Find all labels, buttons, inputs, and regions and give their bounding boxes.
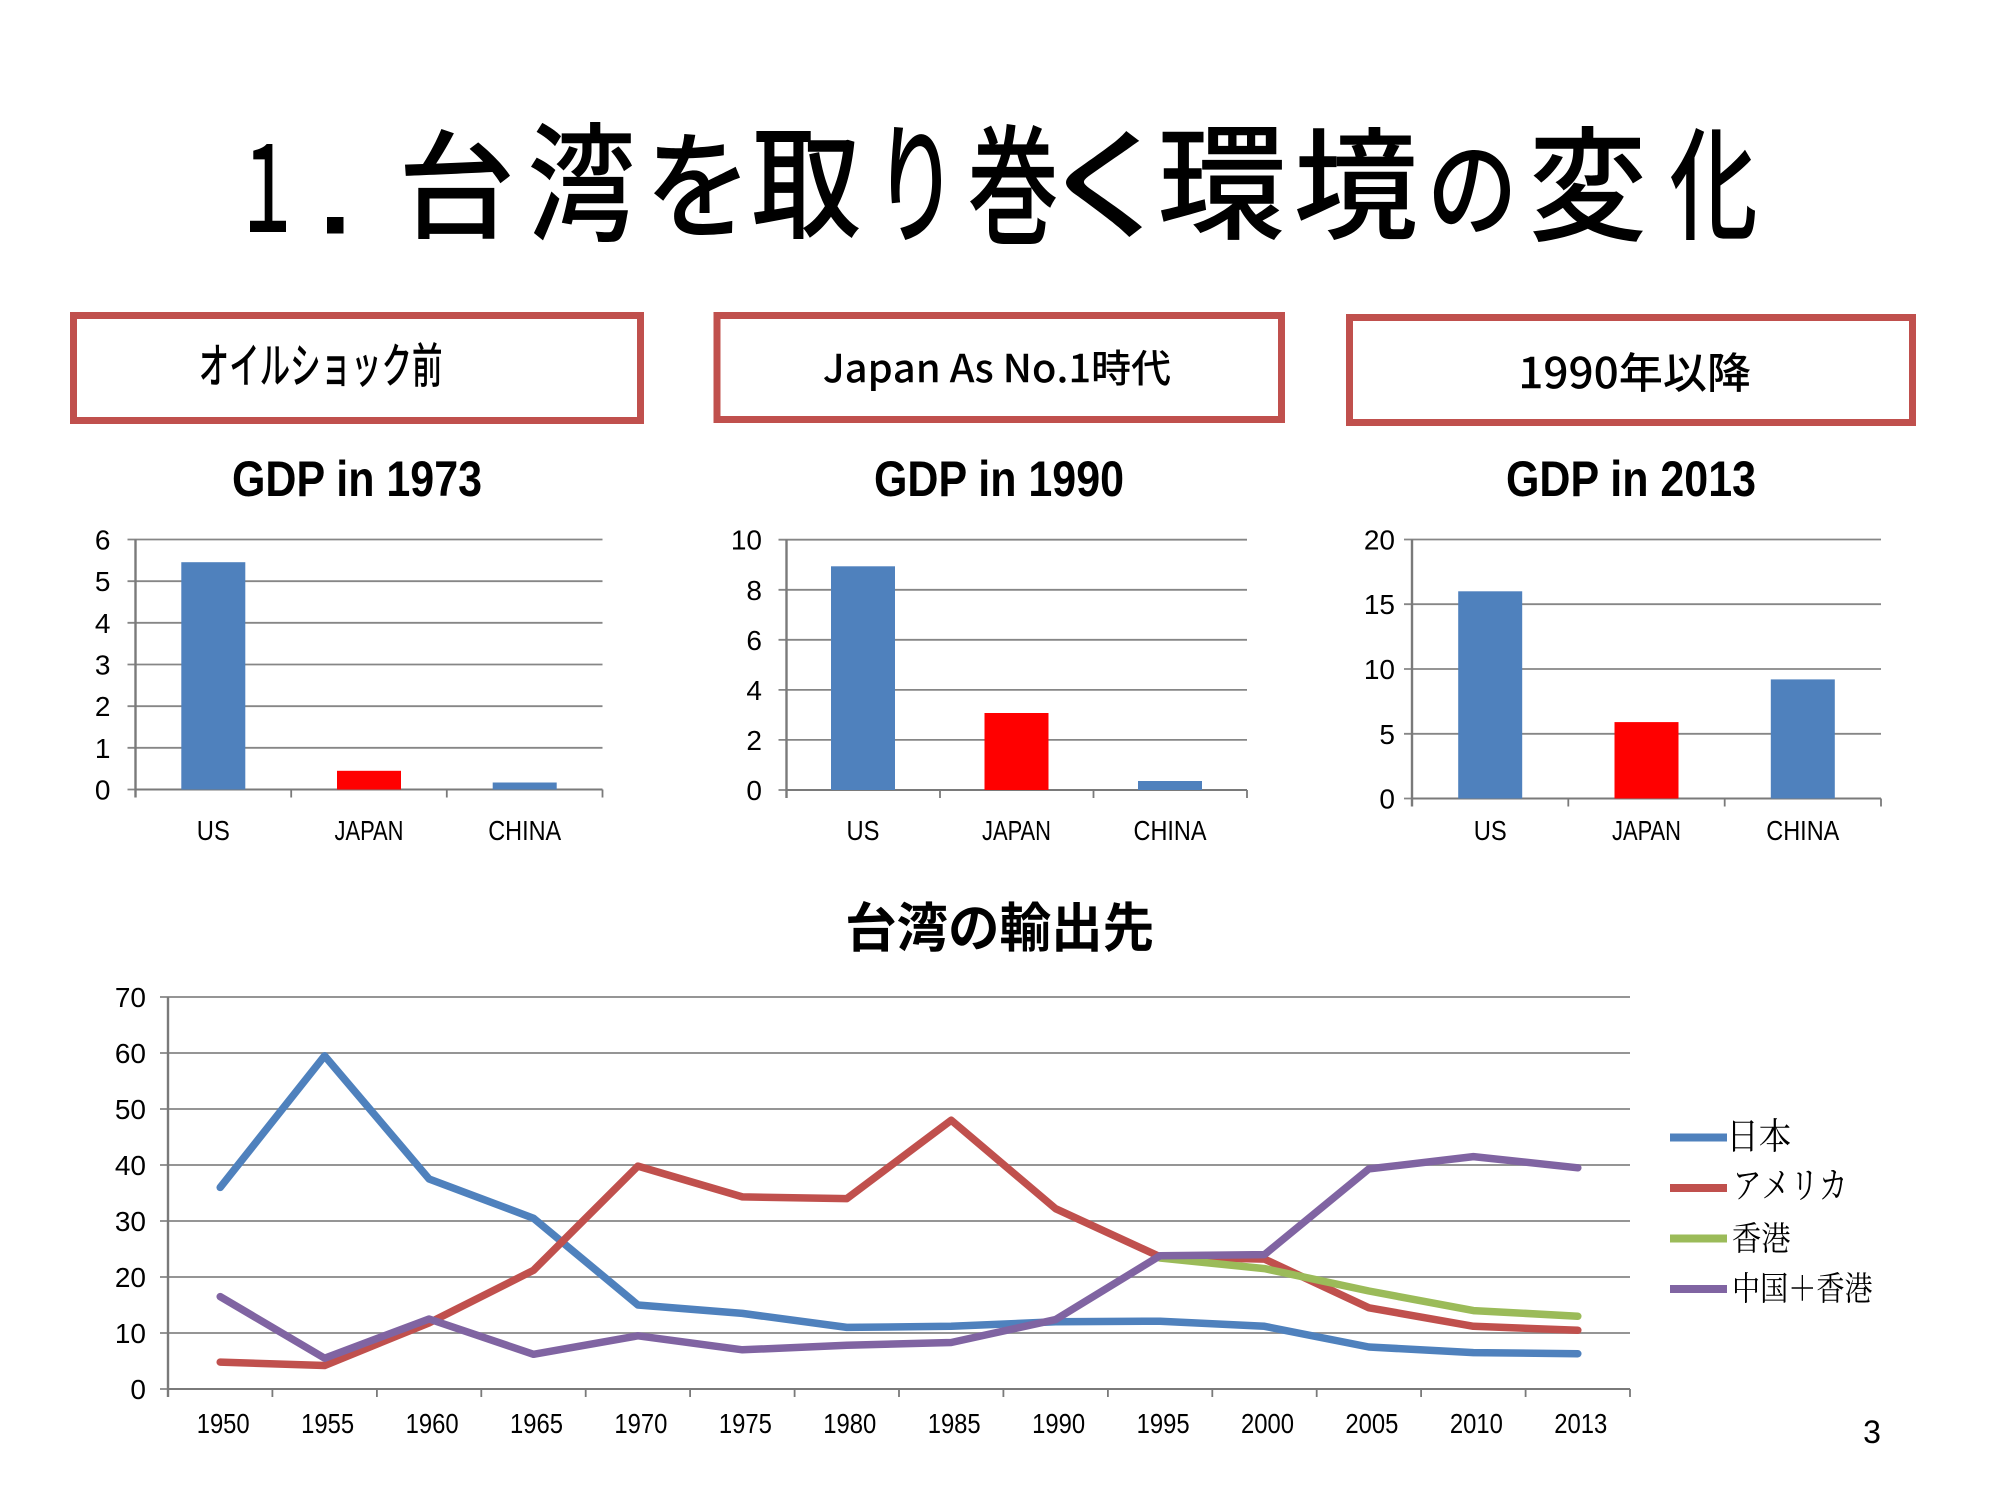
svg-text:6: 6 bbox=[746, 625, 762, 656]
svg-text:15: 15 bbox=[1364, 589, 1395, 620]
svg-text:US: US bbox=[197, 815, 230, 846]
svg-text:JAPAN: JAPAN bbox=[1612, 815, 1681, 846]
svg-text:70: 70 bbox=[115, 982, 146, 1013]
svg-text:JAPAN: JAPAN bbox=[335, 815, 404, 846]
svg-text:CHINA: CHINA bbox=[1134, 815, 1207, 846]
svg-text:1990: 1990 bbox=[1032, 1408, 1085, 1439]
svg-text:1960: 1960 bbox=[406, 1408, 459, 1439]
svg-text:2000: 2000 bbox=[1241, 1408, 1294, 1439]
svg-text:3: 3 bbox=[95, 650, 111, 681]
svg-text:1970: 1970 bbox=[614, 1408, 667, 1439]
svg-text:2010: 2010 bbox=[1450, 1408, 1503, 1439]
svg-text:30: 30 bbox=[115, 1206, 146, 1237]
svg-text:GDP in 1990: GDP in 1990 bbox=[874, 451, 1124, 507]
svg-text:2: 2 bbox=[95, 691, 111, 722]
svg-text:5: 5 bbox=[95, 566, 111, 597]
svg-text:20: 20 bbox=[1364, 525, 1395, 556]
svg-text:0: 0 bbox=[130, 1374, 146, 1405]
svg-text:20: 20 bbox=[115, 1262, 146, 1293]
svg-text:4: 4 bbox=[95, 608, 111, 639]
svg-text:8: 8 bbox=[746, 575, 762, 606]
svg-text:3: 3 bbox=[1863, 1414, 1881, 1450]
svg-text:1955: 1955 bbox=[301, 1408, 354, 1439]
svg-text:10: 10 bbox=[1364, 654, 1395, 685]
svg-text:CHINA: CHINA bbox=[488, 815, 561, 846]
svg-text:0: 0 bbox=[746, 775, 762, 806]
svg-text:40: 40 bbox=[115, 1150, 146, 1181]
svg-text:US: US bbox=[847, 815, 880, 846]
svg-text:JAPAN: JAPAN bbox=[982, 815, 1051, 846]
svg-text:4: 4 bbox=[746, 675, 762, 706]
svg-text:10: 10 bbox=[731, 525, 762, 556]
svg-text:60: 60 bbox=[115, 1038, 146, 1069]
svg-text:2013: 2013 bbox=[1554, 1408, 1607, 1439]
svg-text:GDP in 1973: GDP in 1973 bbox=[232, 451, 482, 507]
svg-text:1980: 1980 bbox=[823, 1408, 876, 1439]
svg-text:50: 50 bbox=[115, 1094, 146, 1125]
svg-text:1950: 1950 bbox=[197, 1408, 250, 1439]
svg-text:5: 5 bbox=[1379, 719, 1395, 750]
svg-text:CHINA: CHINA bbox=[1766, 815, 1839, 846]
svg-text:0: 0 bbox=[1379, 784, 1395, 815]
svg-text:6: 6 bbox=[95, 525, 111, 556]
svg-text:0: 0 bbox=[95, 775, 111, 806]
svg-text:1965: 1965 bbox=[510, 1408, 563, 1439]
svg-text:1: 1 bbox=[95, 733, 111, 764]
svg-text:1995: 1995 bbox=[1137, 1408, 1190, 1439]
svg-text:1975: 1975 bbox=[719, 1408, 772, 1439]
svg-text:2005: 2005 bbox=[1345, 1408, 1398, 1439]
svg-text:2: 2 bbox=[746, 725, 762, 756]
svg-text:10: 10 bbox=[115, 1318, 146, 1349]
svg-text:US: US bbox=[1474, 815, 1507, 846]
svg-text:GDP in 2013: GDP in 2013 bbox=[1506, 451, 1756, 507]
svg-text:1985: 1985 bbox=[928, 1408, 981, 1439]
